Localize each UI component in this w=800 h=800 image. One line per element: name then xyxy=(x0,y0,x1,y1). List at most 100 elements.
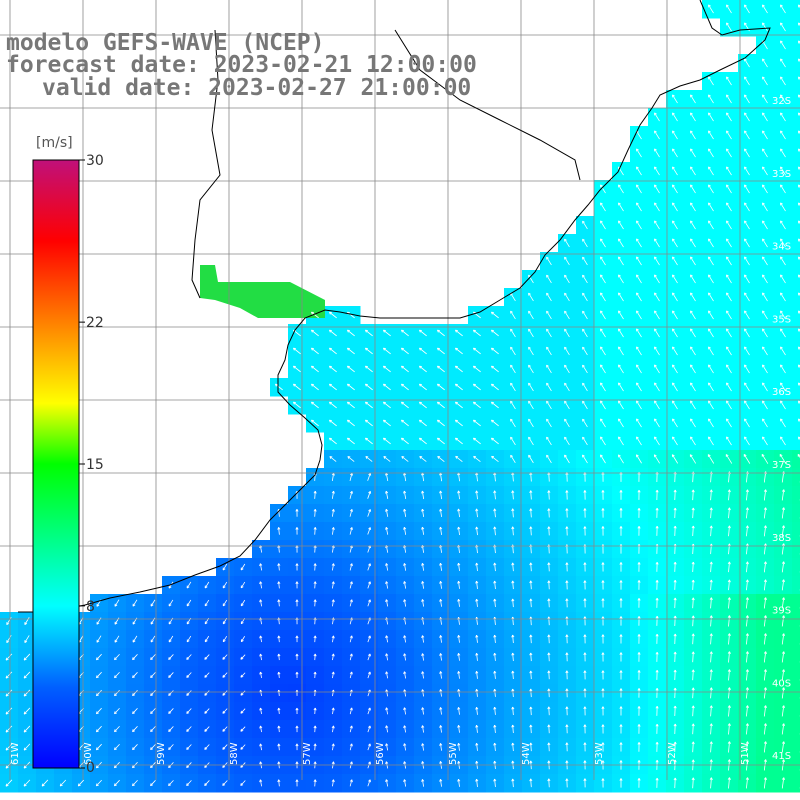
wind-arrow xyxy=(385,508,389,517)
wind-arrow xyxy=(565,634,569,644)
wind-arrow xyxy=(763,525,767,537)
wind-arrow xyxy=(437,455,445,462)
wind-arrow xyxy=(726,112,732,122)
wind-arrow xyxy=(511,670,515,680)
wind-arrow xyxy=(331,509,335,517)
wind-arrow xyxy=(600,328,606,338)
wind-arrow xyxy=(618,256,624,266)
wind-arrow xyxy=(708,76,714,86)
wind-arrow xyxy=(564,400,570,410)
wind-arrow xyxy=(727,651,731,663)
wind-arrow xyxy=(727,615,731,627)
wind-arrow xyxy=(565,688,569,698)
wind-arrow xyxy=(565,670,569,680)
wind-arrow xyxy=(672,346,678,356)
wind-arrow xyxy=(295,509,299,517)
wind-arrow xyxy=(547,562,551,572)
wind-arrow xyxy=(150,780,156,787)
wind-arrow xyxy=(385,725,389,733)
wind-arrow xyxy=(493,778,497,788)
wind-arrow xyxy=(744,364,750,374)
wind-arrow xyxy=(745,669,749,681)
wind-arrow xyxy=(708,310,714,320)
wind-arrow xyxy=(726,364,732,374)
wind-arrow xyxy=(277,707,281,715)
wind-arrow xyxy=(564,256,570,266)
wind-arrow xyxy=(745,615,749,627)
wind-arrow xyxy=(95,743,102,751)
wind-arrow xyxy=(780,382,786,392)
wind-arrow xyxy=(600,202,606,212)
wind-arrow xyxy=(744,76,750,86)
wind-arrow xyxy=(365,383,373,391)
wind-arrow xyxy=(565,508,569,518)
wind-arrow xyxy=(437,383,445,391)
wind-arrow xyxy=(763,687,767,699)
wind-arrow xyxy=(691,507,695,519)
wind-arrow xyxy=(259,581,263,589)
lon-label: 56W xyxy=(375,742,386,765)
wind-arrow xyxy=(781,525,786,537)
wind-arrow xyxy=(547,580,551,590)
wind-arrow xyxy=(347,401,355,409)
wind-arrow xyxy=(780,148,786,158)
wind-arrow xyxy=(491,347,499,355)
wind-arrow xyxy=(745,705,749,717)
wind-arrow xyxy=(565,706,569,716)
wind-arrow xyxy=(762,58,768,68)
wind-arrow xyxy=(529,634,533,644)
lat-label: 33S xyxy=(772,169,791,180)
wind-arrow xyxy=(547,652,551,662)
wind-arrow xyxy=(619,634,623,644)
colorbar-unit: [m/s] xyxy=(36,135,73,151)
wind-arrow xyxy=(383,456,391,462)
wind-arrow xyxy=(329,329,337,337)
wind-arrow xyxy=(654,364,660,374)
wind-arrow xyxy=(708,436,714,446)
model-title: modelo GEFS-WAVE (NCEP) xyxy=(6,30,325,56)
wind-arrow xyxy=(347,456,355,462)
wind-arrow xyxy=(259,779,263,787)
colorbar: [m/s] 30 22 15 8 0 xyxy=(32,135,104,776)
wind-arrow xyxy=(691,669,695,681)
wind-arrow xyxy=(240,744,246,750)
wind-arrow xyxy=(744,148,750,158)
wind-arrow xyxy=(168,726,174,732)
wind-arrow xyxy=(763,507,767,519)
wind-arrow xyxy=(329,311,337,319)
wind-arrow xyxy=(385,490,389,499)
wind-arrow xyxy=(726,436,732,446)
lon-label: 52W xyxy=(667,742,678,765)
wind-arrow xyxy=(636,454,642,464)
wind-arrow xyxy=(204,726,210,732)
wind-arrow xyxy=(311,383,319,391)
wind-arrow xyxy=(510,436,516,446)
wind-arrow xyxy=(96,689,102,697)
wind-arrow xyxy=(654,256,660,266)
wind-arrow xyxy=(672,382,678,392)
wind-arrow xyxy=(673,723,677,735)
wind-arrow xyxy=(565,724,569,734)
wind-arrow xyxy=(313,599,317,607)
colorbar-tick: 30 xyxy=(86,153,104,169)
wind-arrow xyxy=(349,472,353,481)
wind-arrow xyxy=(511,724,515,734)
wind-arrow xyxy=(493,508,497,518)
wind-arrow xyxy=(564,274,570,284)
wind-arrow xyxy=(331,599,335,607)
wind-arrow xyxy=(707,454,715,464)
wind-arrow xyxy=(763,669,767,681)
wind-arrow xyxy=(745,723,749,735)
wind-arrow xyxy=(546,418,552,428)
wind-arrow xyxy=(168,654,174,660)
wind-arrow xyxy=(349,563,353,571)
wind-arrow xyxy=(637,670,641,680)
wind-arrow xyxy=(439,653,443,661)
wind-arrow xyxy=(277,743,281,751)
wind-arrow xyxy=(222,563,228,571)
wind-arrow xyxy=(708,346,714,356)
wind-arrow xyxy=(709,687,713,699)
wind-arrow xyxy=(636,148,642,158)
wind-arrow xyxy=(673,561,677,572)
wind-arrow xyxy=(565,616,569,626)
